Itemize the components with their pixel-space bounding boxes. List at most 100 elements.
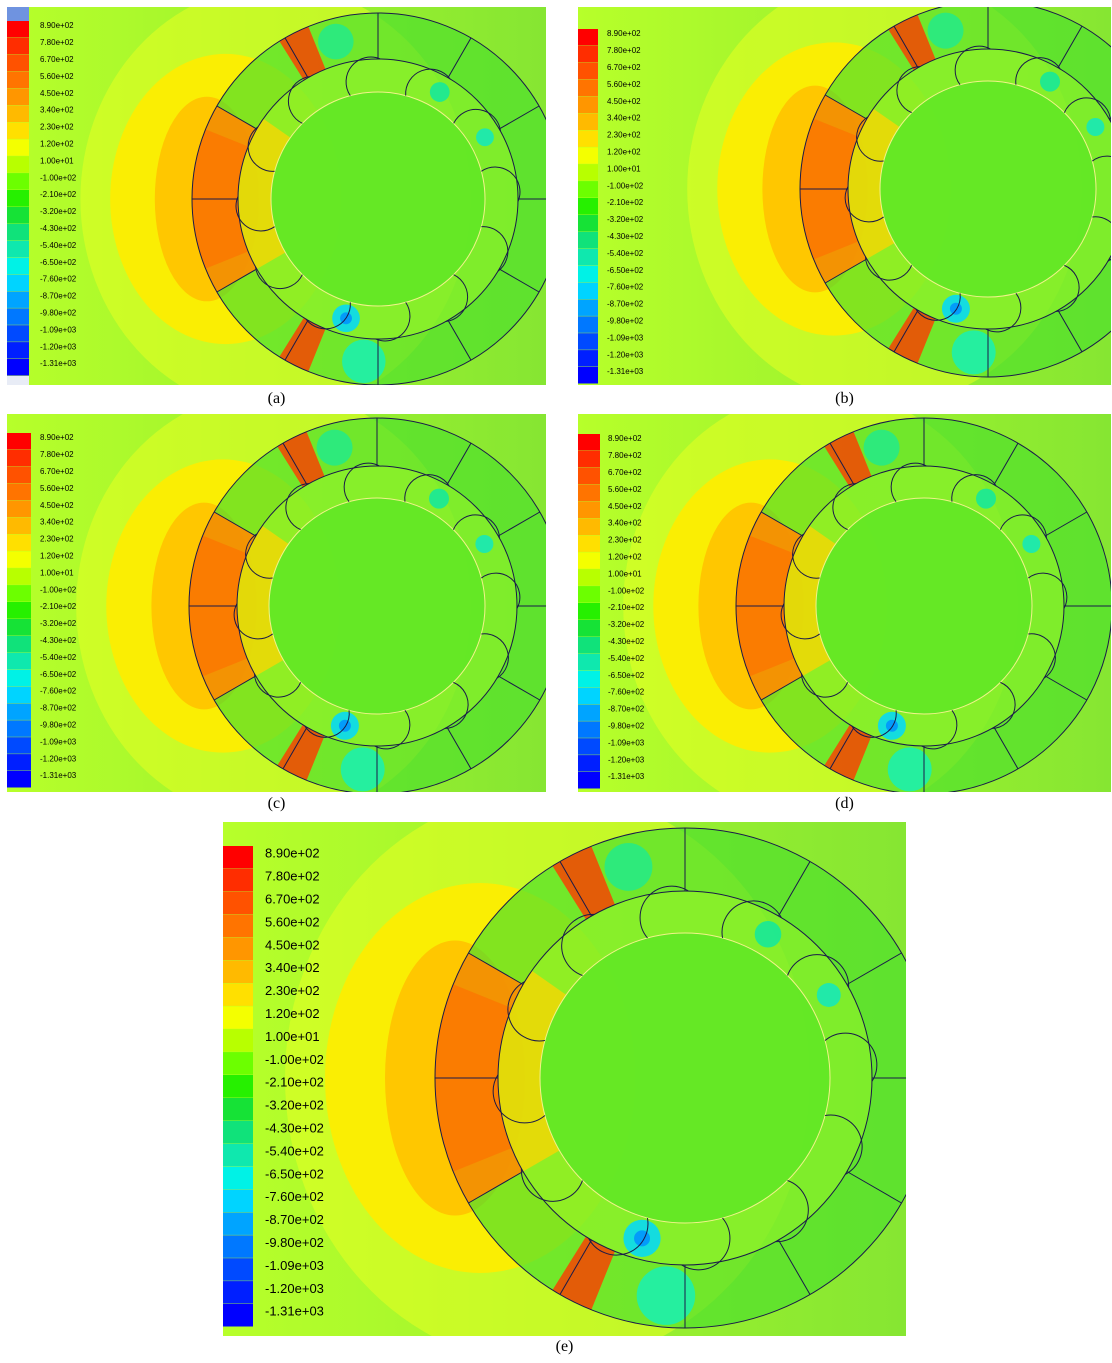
colorbar-swatch [7,308,29,325]
colorbar-label: -1.09e+03 [40,737,77,746]
colorbar-label: 1.20e+02 [40,552,74,561]
colorbar-label: 6.70e+02 [607,63,641,72]
caption-d: (d) [835,795,854,812]
colorbar-swatch [7,618,31,636]
colorbar-label: -5.40e+02 [608,654,645,663]
colorbar-swatch [223,1189,253,1212]
colorbar-swatch [223,846,253,869]
contour-plot-d: 8.90e+02 7.80e+02 6.70e+02 5.60e+02 4.50e+02… [578,414,1111,792]
colorbar-swatch [578,282,598,299]
colorbar-label: -8.70e+02 [608,705,645,714]
colorbar-label: -1.31e+03 [40,771,77,780]
colorbar-label: -5.40e+02 [607,249,644,258]
colorbar-label: -4.30e+02 [265,1121,324,1136]
colorbar-swatch [578,738,600,755]
caption-a: (a) [267,390,286,407]
contour-plot-e: 8.90e+02 7.80e+02 6.70e+02 5.60e+02 4.50e+02… [223,822,906,1336]
colorbar-swatch [578,62,598,80]
colorbar-swatch [578,586,600,603]
colorbar-swatch [223,1212,253,1235]
colorbar-swatch [578,147,598,164]
colorbar-swatch [578,231,598,249]
colorbar-legend-b: 8.90e+02 7.80e+02 6.70e+02 5.60e+02 4.50e+02… [578,29,644,384]
colorbar-swatch [7,54,29,72]
colorbar-label: -1.09e+03 [608,738,645,747]
colorbar-swatch [7,257,29,275]
colorbar-swatch [578,552,600,569]
colorbar-label: 1.00e+01 [40,156,74,165]
colorbar-label: -8.70e+02 [40,704,77,713]
caption-b: (b) [835,390,854,407]
colorbar-swatch [578,164,598,181]
colorbar-label: -7.60e+02 [608,688,645,697]
colorbar-swatch [578,755,600,772]
colorbar-label: 1.20e+02 [607,148,641,157]
colorbar-swatch [223,891,253,915]
colorbar-swatch [7,223,29,241]
colorbar-label: -6.50e+02 [40,670,77,679]
colorbar-swatch [578,79,598,97]
colorbar-swatch [7,173,29,190]
colorbar-swatch [578,265,598,283]
colorbar-label: 3.40e+02 [40,518,74,527]
colorbar-swatch [7,359,29,376]
colorbar-label: 7.80e+02 [607,46,641,55]
colorbar-swatch [578,96,598,114]
colorbar-label: -7.60e+02 [40,275,77,284]
colorbar-label: -1.00e+02 [608,586,645,595]
contour-plot-b: 8.90e+02 7.80e+02 6.70e+02 5.60e+02 4.50e+02… [578,7,1111,385]
colorbar-swatch [223,1006,253,1029]
contour-panel-e: 8.90e+02 7.80e+02 6.70e+02 5.60e+02 4.50e+02… [223,822,906,1336]
colorbar-label: 5.60e+02 [40,72,74,81]
colorbar-swatch [223,1052,253,1075]
colorbar-swatch [7,483,31,501]
colorbar-label: -1.20e+03 [40,342,77,351]
colorbar-label: 7.80e+02 [40,38,74,47]
colorbar-swatch [7,21,29,38]
colorbar-swatch [7,754,31,771]
colorbar-swatch [7,500,31,518]
colorbar-label: -9.80e+02 [40,721,77,730]
colorbar-swatch [223,1281,253,1304]
colorbar-legend-a: 8.90e+02 7.80e+02 6.70e+02 5.60e+02 4.50e+02… [7,7,77,385]
colorbar-swatch [7,71,29,89]
colorbar-swatch [7,88,29,106]
colorbar-label: 3.40e+02 [40,106,74,115]
colorbar-swatch [223,914,253,938]
colorbar-label: 2.30e+02 [265,983,320,998]
colorbar-swatch [7,669,31,687]
colorbar-label: -1.31e+03 [40,359,77,368]
colorbar-swatch [7,517,31,534]
colorbar-label: 2.30e+02 [40,123,74,132]
colorbar-swatch [7,105,29,122]
colorbar-label: -8.70e+02 [40,292,77,301]
colorbar-swatch [578,214,598,232]
colorbar-label: 1.00e+01 [608,569,642,578]
colorbar-swatch [578,434,600,451]
colorbar-swatch [7,534,31,551]
colorbar-label: -2.10e+02 [608,603,645,612]
colorbar-swatch [223,960,253,983]
colorbar-label: -3.20e+02 [40,207,77,216]
colorbar-swatch [578,316,598,333]
colorbar-label: -8.70e+02 [607,300,644,309]
colorbar-label: -4.30e+02 [40,636,77,645]
colorbar-swatch [223,1097,253,1121]
colorbar-swatch [578,367,598,384]
colorbar-label: 2.30e+02 [608,536,642,545]
colorbar-swatch [7,686,31,703]
colorbar-swatch [7,703,31,720]
colorbar-label: -1.09e+03 [265,1258,324,1273]
colorbar-label: 8.90e+02 [265,846,320,861]
colorbar-swatch [578,467,600,485]
colorbar-swatch [578,535,600,552]
colorbar-label: 1.00e+01 [40,568,74,577]
colorbar-swatch [7,602,31,619]
colorbar-swatch [7,720,31,737]
caption-e: (e) [555,1338,574,1355]
colorbar-label: -3.20e+02 [608,620,645,629]
contour-panel-c: 8.90e+02 7.80e+02 6.70e+02 5.60e+02 4.50e+02… [7,414,546,792]
colorbar-swatch [7,291,29,308]
colorbar-label: -1.00e+02 [40,173,77,182]
colorbar-label: 3.40e+02 [608,519,642,528]
